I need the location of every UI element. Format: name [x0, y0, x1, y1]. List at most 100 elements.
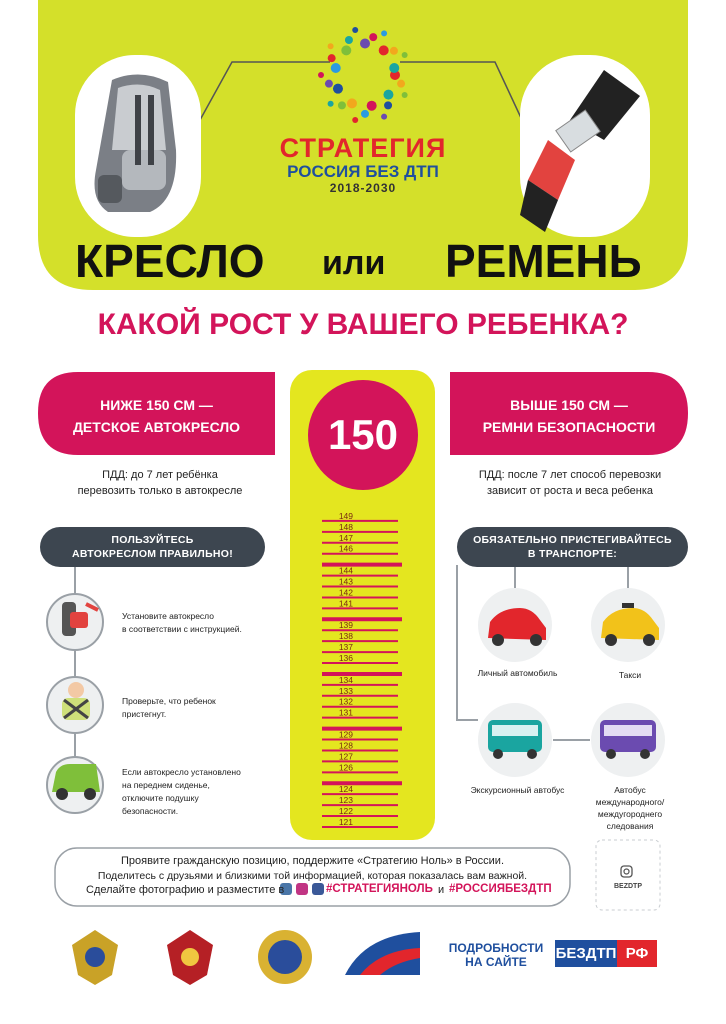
logo-dot: [352, 117, 359, 124]
ruler-label: 126: [339, 762, 353, 772]
hashtag: #СТРАТЕГИЯНОЛЬ: [326, 883, 433, 895]
ruler-label: 128: [339, 740, 353, 750]
logo-dot: [401, 92, 408, 99]
vehicle-label: следования: [606, 821, 654, 831]
emblem: [258, 930, 312, 984]
ruler-label: 141: [339, 598, 353, 608]
right-badge: [450, 372, 688, 455]
left-badge: [38, 372, 275, 455]
logo-dot: [341, 45, 352, 56]
vehicle-icon: [591, 703, 665, 777]
ruler-label: 136: [339, 653, 353, 663]
footer-share: Сделайте фотографию и разместите в: [86, 884, 285, 896]
vehicle-icon: [591, 588, 665, 662]
logo-dot: [332, 83, 343, 94]
footer-and: и: [438, 884, 445, 896]
connector: [400, 61, 523, 121]
emblem: [72, 930, 118, 985]
vehicle-label: Автобус: [614, 785, 646, 795]
ruler-label: 129: [339, 730, 353, 740]
tip-line: отключите подушку: [122, 793, 199, 803]
emblem: [345, 932, 420, 975]
emblem: [167, 930, 213, 985]
badge-line: ДЕТСКОЕ АВТОКРЕСЛО: [72, 419, 241, 435]
logo-dot: [346, 98, 357, 109]
logo-dot: [318, 72, 324, 78]
header-line: ПОЛЬЗУЙТЕСЬ: [111, 534, 194, 546]
social-icons: [280, 883, 324, 895]
ruler-label: 132: [339, 697, 353, 707]
site-text: ПОДРОБНОСТИ: [448, 941, 544, 955]
ruler-label: 142: [339, 587, 353, 597]
tip-line: Проверьте, что ребенок: [122, 696, 216, 706]
ruler-label: 121: [339, 817, 353, 827]
vehicle-label: междугороднего: [597, 809, 663, 819]
vehicle-label: Личный автомобиль: [477, 668, 558, 678]
ruler-label: 133: [339, 686, 353, 696]
logo-title: СТРАТЕГИЯ: [279, 133, 447, 163]
note-line: зависит от роста и веса ребенка: [486, 485, 654, 497]
question: КАКОЙ РОСТ У ВАШЕГО РЕБЕНКА?: [97, 308, 629, 341]
logo-years: 2018-2030: [329, 181, 397, 195]
tip-line: в соответствии с инструкцией.: [122, 624, 242, 634]
ruler-label: 123: [339, 795, 353, 805]
badge-line: НИЖЕ 150 СМ —: [100, 397, 213, 413]
logo-dot: [327, 100, 334, 107]
tip-icon: [46, 593, 104, 651]
ruler-label: 138: [339, 631, 353, 641]
logo-center: [347, 57, 383, 93]
header-line: АВТОКРЕСЛОМ ПРАВИЛЬНО!: [71, 548, 234, 560]
note-line: ПДД: до 7 лет ребёнка: [102, 469, 218, 481]
logo-dot: [383, 89, 394, 100]
seatbelt-icon: [520, 70, 640, 232]
tip-line: пристегнут.: [122, 709, 167, 719]
site-text: НА САЙТЕ: [465, 955, 527, 969]
ruler-label: 124: [339, 784, 353, 794]
ruler-label: 137: [339, 642, 353, 652]
ruler-body: [290, 370, 435, 840]
ruler-label: 131: [339, 708, 353, 718]
tip-line: Установите автокресло: [122, 611, 214, 621]
logo-dot: [327, 43, 334, 50]
connector: [199, 61, 330, 121]
car-seat-icon: [94, 74, 177, 212]
vehicle-icon: [478, 703, 552, 777]
vehicle-icon: [478, 588, 552, 662]
badge-line: ВЫШЕ 150 СМ —: [510, 397, 628, 413]
logo-dot: [389, 46, 398, 55]
logo-dot: [366, 100, 377, 111]
headline-left: КРЕСЛО: [75, 235, 265, 287]
header-line: ОБЯЗАТЕЛЬНО ПРИСТЕГИВАЙТЕСЬ: [473, 534, 672, 546]
social-account: BEZDTP: [614, 883, 642, 890]
ruler-label: 122: [339, 806, 353, 816]
ruler-height: 150: [327, 411, 399, 458]
vehicle-label: международного/: [595, 797, 665, 807]
logo-dot: [344, 35, 353, 44]
site-zone: РФ: [625, 945, 649, 962]
ruler-label: 144: [339, 566, 353, 576]
headline-middle: или: [322, 244, 386, 282]
logo-dot: [384, 101, 393, 110]
tip-line: Если автокресло установлено: [122, 767, 241, 777]
instagram-icon: [620, 865, 633, 878]
logo-dot: [324, 79, 333, 88]
logo-emblem: [318, 26, 408, 124]
note-line: ПДД: после 7 лет способ перевозки: [478, 469, 662, 481]
site-name-box: [555, 940, 617, 967]
logo-dot: [352, 26, 359, 33]
tip-line: безопасности.: [122, 806, 179, 816]
logo-dot: [381, 30, 388, 37]
footer-line: Поделитесь с друзьями и близкими той инф…: [97, 870, 528, 882]
badge-line: РЕМНИ БЕЗОПАСНОСТИ: [482, 419, 656, 435]
logo-dot: [401, 51, 408, 58]
ruler-label: 146: [339, 544, 353, 554]
vehicle-label: Такси: [618, 670, 642, 680]
right-header: [457, 527, 688, 567]
logo-dot: [397, 79, 406, 88]
instagram-icon: [623, 868, 630, 875]
ruler-label: 134: [339, 675, 353, 685]
logo-dot: [330, 62, 341, 73]
ruler-label: 139: [339, 620, 353, 630]
tip-icon: [46, 676, 104, 734]
